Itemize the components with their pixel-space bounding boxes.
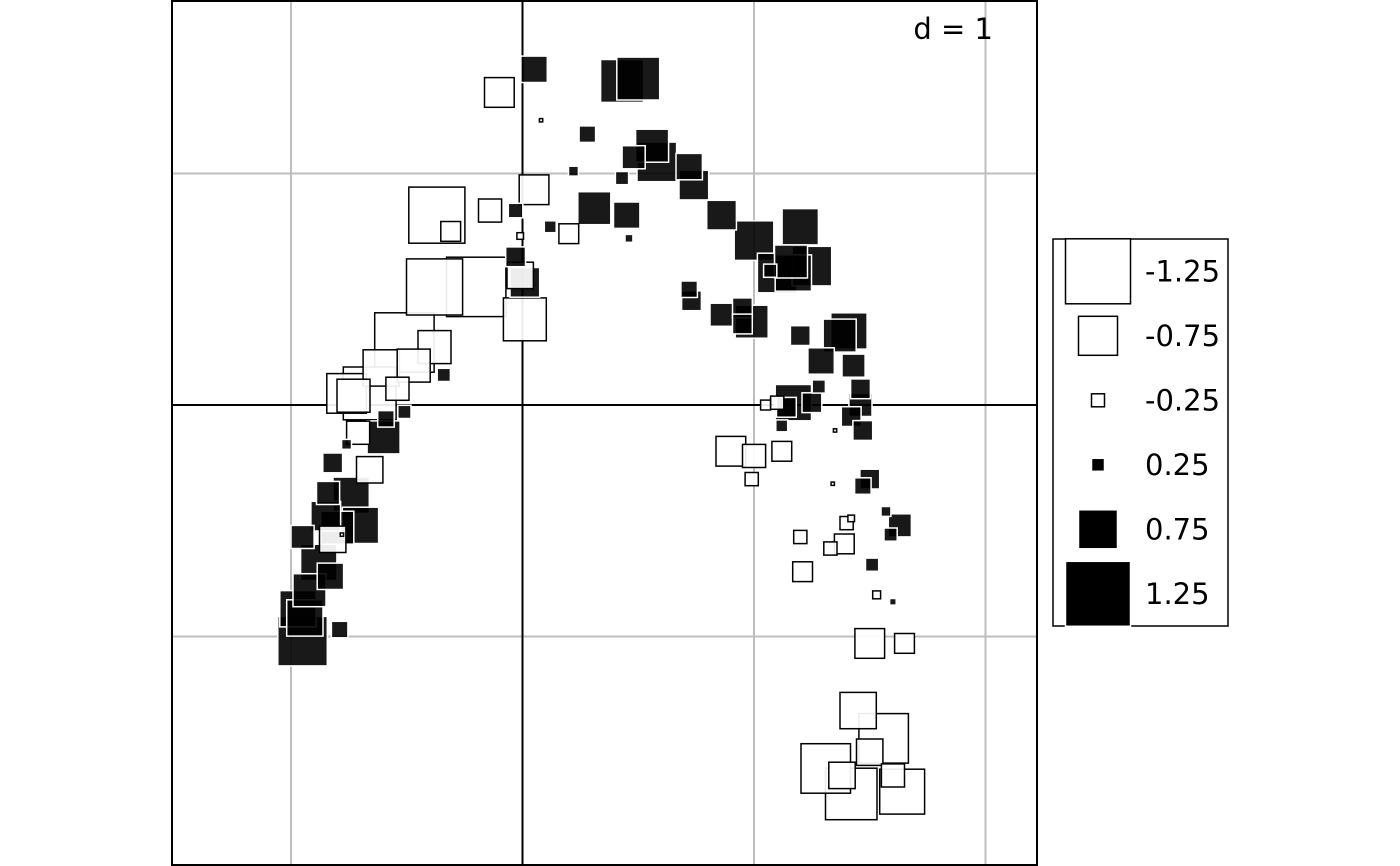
data-point: [376, 409, 395, 428]
legend-label: -0.25: [1145, 383, 1220, 417]
data-point: [781, 207, 820, 246]
data-point: [828, 761, 856, 790]
data-point: [893, 632, 916, 655]
data-point: [741, 443, 767, 469]
data-point: [822, 318, 857, 353]
data-point: [502, 297, 548, 342]
data-point: [791, 561, 814, 583]
scale-label: d = 1: [913, 12, 993, 46]
legend-label: -1.25: [1145, 254, 1220, 288]
data-point: [577, 190, 612, 226]
data-point: [483, 76, 515, 109]
legend-swatch: [1090, 393, 1106, 408]
data-point: [318, 525, 347, 554]
legend-label: 0.75: [1145, 512, 1210, 546]
data-point: [520, 55, 549, 84]
data-point: [855, 738, 884, 767]
data-point: [578, 125, 597, 144]
data-point: [801, 392, 823, 414]
data-point: [864, 557, 880, 573]
plot-frame: [171, 0, 1038, 866]
data-point: [839, 691, 878, 730]
data-point: [322, 452, 344, 474]
data-point: [883, 527, 898, 542]
data-point: [792, 529, 808, 545]
data-point: [773, 244, 809, 279]
legend-label: 0.25: [1145, 448, 1210, 482]
data-point: [290, 524, 315, 550]
data-point: [880, 763, 906, 788]
data-point: [823, 541, 838, 556]
data-point: [543, 220, 557, 234]
data-point: [616, 56, 661, 101]
data-point: [345, 420, 371, 446]
data-point: [731, 313, 754, 335]
data-point: [888, 597, 897, 606]
data-point: [538, 117, 544, 123]
data-point: [832, 428, 838, 433]
data-point: [330, 620, 349, 639]
data-point: [405, 258, 464, 316]
legend-swatch: [1090, 457, 1106, 473]
data-point: [558, 223, 580, 245]
data-point: [339, 532, 345, 538]
data-point: [830, 481, 836, 487]
data-point: [397, 404, 412, 420]
data-point: [841, 353, 866, 378]
data-point: [849, 378, 872, 400]
data-point: [440, 220, 462, 243]
data-point: [507, 202, 524, 219]
data-point: [612, 201, 641, 230]
data-point: [316, 562, 345, 591]
data-point: [871, 590, 882, 600]
data-point: [614, 170, 630, 186]
data-point: [771, 440, 793, 462]
data-point: [769, 395, 785, 411]
data-point: [624, 233, 634, 244]
data-point: [340, 438, 353, 451]
data-point: [436, 367, 452, 383]
data-point: [477, 198, 503, 223]
legend-swatch: [1064, 238, 1132, 305]
data-point: [807, 347, 836, 375]
data-point: [852, 419, 874, 442]
data-point: [705, 199, 738, 231]
data-point: [744, 471, 760, 487]
data-point: [880, 505, 892, 518]
data-point: [315, 480, 341, 506]
legend-label: 1.25: [1145, 577, 1210, 611]
data-point: [504, 246, 527, 268]
data-point: [854, 627, 886, 660]
legend-swatch: [1064, 560, 1132, 628]
data-points: [277, 55, 926, 821]
data-point: [715, 435, 747, 467]
data-point: [680, 280, 699, 299]
data-point: [847, 514, 856, 523]
data-point: [853, 477, 872, 496]
data-point: [621, 144, 646, 170]
data-point: [567, 165, 580, 177]
data-point: [789, 324, 811, 347]
legend-label: -0.75: [1145, 319, 1220, 353]
data-point: [518, 174, 550, 206]
legend: -1.25 -0.75 -0.25 0.25 0.75 1.25: [1052, 238, 1229, 628]
data-point: [355, 455, 384, 484]
legend-items: -1.25 -0.75 -0.25 0.25 0.75 1.25: [1064, 238, 1220, 628]
data-point: [759, 399, 772, 411]
data-point: [709, 302, 734, 328]
data-point: [762, 263, 778, 279]
data-point: [811, 379, 827, 394]
legend-swatch: [1077, 315, 1119, 357]
legend-swatch: [1077, 509, 1119, 550]
data-point: [675, 152, 704, 181]
data-point: [385, 376, 410, 402]
axes: [172, 0, 1037, 866]
data-point: [516, 231, 525, 241]
data-point: [775, 419, 789, 433]
data-point: [336, 378, 371, 413]
